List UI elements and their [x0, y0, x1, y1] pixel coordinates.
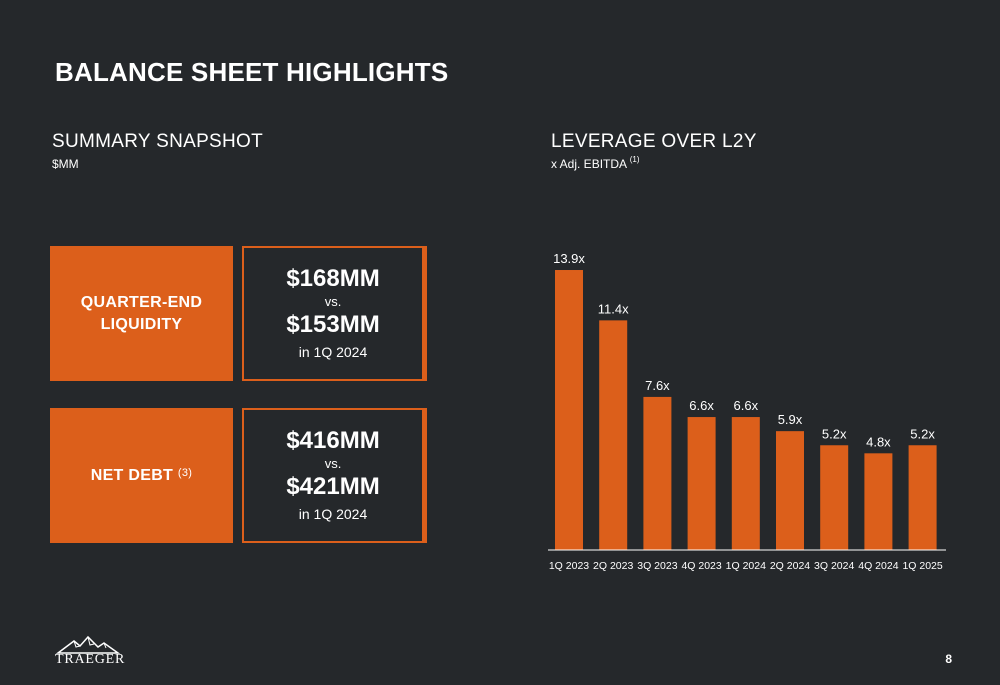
bar-3q-2023	[643, 396, 672, 550]
traeger-mountain-logo-icon	[55, 635, 121, 654]
x-tick-label: 1Q 2025	[902, 560, 942, 572]
liquidity-box-accent	[424, 246, 427, 381]
net-debt-prior-value: $421MM	[286, 472, 380, 500]
leverage-footnote: (1)	[629, 155, 640, 164]
bar-1q-2025	[908, 445, 937, 550]
summary-title: SUMMARY SNAPSHOT	[52, 131, 264, 152]
net-debt-value-box: $416MM vs. $421MM in 1Q 2024	[242, 408, 427, 543]
net-debt-label: NET DEBT	[90, 466, 174, 484]
data-label: 7.6x	[645, 378, 670, 393]
net-debt-footnote: (3)	[177, 466, 193, 479]
data-label: 5.2x	[822, 426, 847, 441]
net-debt-current-value: $416MM	[286, 426, 380, 454]
leverage-subtitle: x Adj. EBITDA (1)	[551, 155, 640, 171]
bar-4q-2023	[687, 417, 716, 550]
net-debt-label-box: NET DEBT (3)	[50, 408, 233, 543]
net-debt-prior-period: in 1Q 2024	[298, 505, 368, 522]
x-tick-label: 3Q 2023	[637, 560, 677, 572]
bar-4q-2024	[864, 453, 893, 550]
data-label: 11.4x	[598, 301, 629, 316]
data-label: 4.8x	[866, 434, 891, 449]
liquidity-value-box: $168MM vs. $153MM in 1Q 2024	[242, 246, 427, 381]
page-number: 8	[945, 652, 952, 666]
liquidity-vs: vs.	[324, 293, 342, 309]
liquidity-current-value: $168MM	[286, 264, 380, 292]
leverage-bar-chart: 13.9x 1Q 2023 11.4x 2Q 2023 7.6x 3Q 2023 6.6x 4…	[548, 251, 946, 572]
liquidity-label-line1: QUARTER-END	[80, 293, 203, 311]
liquidity-label-box: QUARTER-END LIQUIDITY	[50, 246, 233, 381]
bar-2q-2024	[776, 431, 804, 550]
x-tick-label: 4Q 2024	[858, 560, 898, 572]
bar-1q-2024	[731, 417, 760, 550]
page-title: BALANCE SHEET HIGHLIGHTS	[55, 57, 449, 87]
data-label: 13.9x	[553, 251, 585, 266]
x-tick-label: 3Q 2024	[814, 560, 854, 572]
x-tick-label: 1Q 2023	[549, 560, 589, 572]
liquidity-prior-value: $153MM	[286, 310, 380, 338]
data-label: 6.6x	[689, 398, 714, 413]
data-label: 6.6x	[734, 398, 759, 413]
x-tick-label: 4Q 2023	[681, 560, 721, 572]
x-tick-label: 2Q 2023	[593, 560, 633, 572]
net-debt-box-accent	[424, 408, 427, 543]
bar-2q-2023	[599, 320, 628, 550]
bar-3q-2024	[820, 445, 849, 550]
x-tick-label: 1Q 2024	[726, 560, 766, 572]
summary-subtitle: $MM	[52, 157, 79, 171]
x-tick-label: 2Q 2024	[770, 560, 810, 572]
net-debt-vs: vs.	[324, 455, 342, 471]
bar-1q-2023	[555, 270, 583, 550]
data-label: 5.2x	[910, 426, 935, 441]
traeger-logo-text: TRAEGER	[55, 652, 126, 667]
liquidity-prior-period: in 1Q 2024	[298, 343, 368, 360]
leverage-subtitle-text: x Adj. EBITDA	[551, 157, 627, 171]
data-label: 5.9x	[778, 412, 803, 427]
leverage-title: LEVERAGE OVER L2Y	[551, 131, 757, 152]
liquidity-label-line2: LIQUIDITY	[100, 315, 183, 333]
